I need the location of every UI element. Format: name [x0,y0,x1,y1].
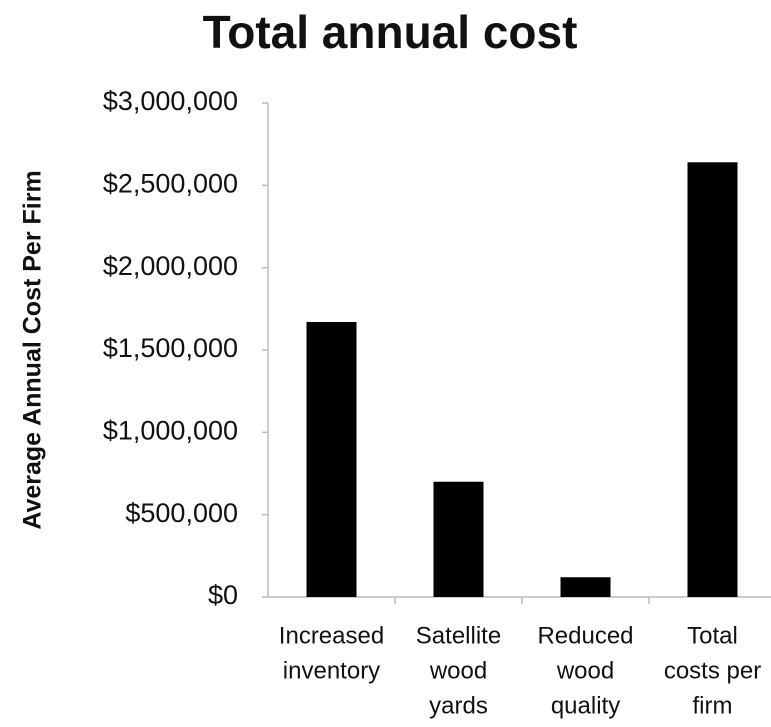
bar [433,481,484,597]
y-axis-label: Average Annual Cost Per Firm [19,170,47,529]
x-tick-label: Reduced [537,622,633,649]
x-tick-label: costs per [664,657,761,684]
chart-title: Total annual cost [203,6,578,58]
y-tick-label: $2,500,000 [103,168,238,198]
y-tick-label: $1,000,000 [103,415,238,445]
bar [306,322,357,597]
x-tick-label: quality [551,692,620,719]
y-tick-label: $0 [208,580,238,610]
y-tick-label: $2,000,000 [103,251,238,281]
x-tick-label: yards [429,692,488,719]
x-tick-label: firm [693,692,733,719]
x-tick-label: Increased [279,622,384,649]
x-tick-label: Satellite [416,622,501,649]
x-tick-label: wood [429,657,487,684]
y-tick-label: $500,000 [125,498,238,528]
x-tick-label: inventory [283,657,380,684]
bar [687,162,738,597]
y-tick-label: $1,500,000 [103,333,238,363]
x-tick-label: Total [687,622,738,649]
x-tick-label: wood [556,657,614,684]
bar [560,577,611,597]
y-tick-label: $3,000,000 [103,86,238,116]
